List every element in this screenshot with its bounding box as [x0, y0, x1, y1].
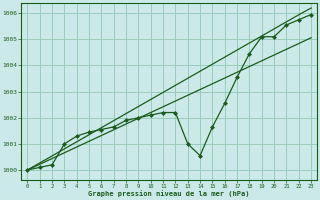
X-axis label: Graphe pression niveau de la mer (hPa): Graphe pression niveau de la mer (hPa) — [89, 190, 250, 197]
